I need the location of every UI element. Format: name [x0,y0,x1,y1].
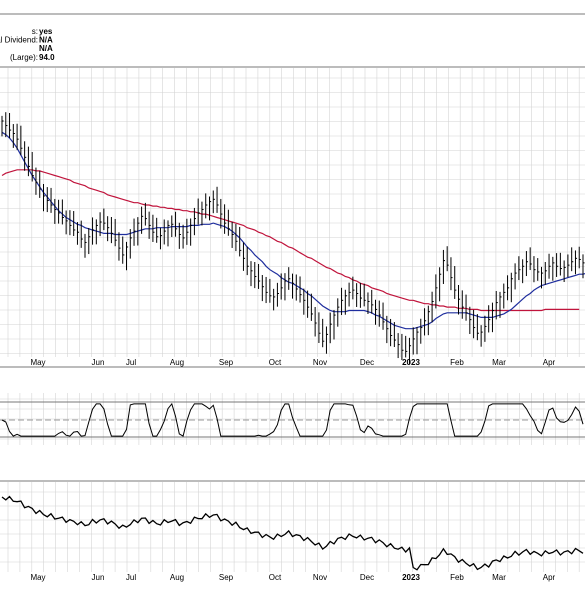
price-x-tick-label: Oct [269,358,282,367]
info-label: (Large): [10,53,38,62]
price-x-tick-label: Feb [450,358,464,367]
info-value: N/A [39,44,53,53]
relative-x-tick-label: Sep [219,573,234,582]
short-ma-line [1,131,585,330]
relative-x-tick-label: Jun [92,573,105,582]
relative-x-tick-label: May [30,573,45,582]
price-panel [1,112,585,364]
relative-x-tick-label: Dec [360,573,374,582]
grid-lines [0,68,585,572]
relative-x-tick-label: Apr [543,573,556,582]
relative-x-tick-label: 2023 [402,573,420,582]
price-x-tick-label: Jul [126,358,136,367]
relative-x-tick-label: Oct [269,573,282,582]
info-value: 94.0 [39,53,55,62]
relative-x-tick-label: Jul [126,573,136,582]
oscillator-panel [1,402,584,437]
long-ma-line [1,169,580,312]
relative-x-tick-label: Feb [450,573,464,582]
price-x-tick-label: 2023 [402,358,420,367]
info-value: yes [39,27,53,36]
price-x-tick-label: Apr [543,358,556,367]
oscillator-line [1,402,584,437]
price-x-tick-label: Aug [170,358,184,367]
info-value: N/A [39,36,53,45]
panel-frames [0,13,585,482]
relative-x-tick-label: Aug [170,573,184,582]
price-x-tick-label: Mar [492,358,506,367]
relative-strength-line [1,495,584,571]
relative-panel [1,495,584,571]
axis-labels: May May Jun Jun Jul Jul Aug Aug Sep Sep Oct Oct Nov N… [30,358,555,582]
price-x-tick-label: Jun [92,358,105,367]
relative-x-tick-label: Nov [313,573,327,582]
price-x-tick-label: Sep [219,358,234,367]
relative-x-tick-label: Mar [492,573,506,582]
info-label: al Dividend: [0,36,38,45]
price-x-tick-label: May [30,358,45,367]
price-x-tick-label: Dec [360,358,374,367]
price-x-tick-label: Nov [313,358,327,367]
info-label: s: [32,27,38,36]
